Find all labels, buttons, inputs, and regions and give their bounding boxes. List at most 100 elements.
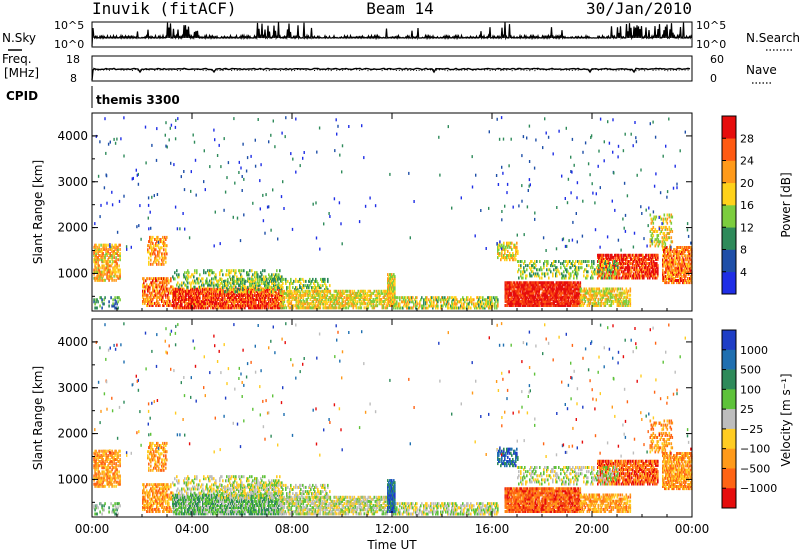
power-cell bbox=[161, 258, 163, 262]
power-cell bbox=[547, 285, 550, 289]
power-cell bbox=[188, 298, 190, 301]
power-cell bbox=[532, 285, 535, 289]
power-cell bbox=[149, 283, 151, 287]
power-cell bbox=[352, 300, 355, 304]
power-cell bbox=[232, 296, 234, 299]
power-cell bbox=[518, 293, 521, 297]
power-cell bbox=[263, 287, 265, 291]
power-cell bbox=[320, 296, 323, 299]
power-cell bbox=[242, 300, 244, 304]
power-cell bbox=[308, 289, 311, 293]
power-cell bbox=[251, 293, 253, 297]
power-cell bbox=[145, 299, 147, 303]
power-cell bbox=[224, 306, 226, 310]
power-cell bbox=[257, 291, 259, 295]
power-cell bbox=[94, 243, 96, 247]
power-cell bbox=[513, 291, 516, 295]
power-cell bbox=[108, 260, 110, 264]
power-cell bbox=[433, 296, 435, 300]
power-cell bbox=[629, 297, 632, 301]
power-cell bbox=[509, 299, 512, 303]
power-cell bbox=[388, 275, 390, 279]
power-cell bbox=[175, 287, 177, 291]
power-cell bbox=[305, 284, 307, 288]
power-cell bbox=[278, 298, 280, 301]
power-cell bbox=[203, 300, 205, 304]
power-cell bbox=[507, 297, 510, 301]
power-cell bbox=[278, 291, 280, 295]
power-cell bbox=[342, 300, 345, 304]
power-cell bbox=[519, 301, 522, 305]
power-cell bbox=[517, 293, 520, 297]
power-cell bbox=[495, 300, 497, 304]
power-cell bbox=[239, 304, 241, 308]
power-cell bbox=[387, 291, 389, 295]
power-cell bbox=[255, 302, 257, 306]
power-cell bbox=[308, 306, 311, 310]
power-cell bbox=[323, 291, 326, 295]
power-cell bbox=[548, 291, 551, 295]
power-cell bbox=[106, 270, 108, 274]
power-cell bbox=[512, 293, 515, 297]
station-title: Inuvik (fitACF) bbox=[92, 0, 237, 18]
power-cell bbox=[157, 291, 159, 295]
power-cell bbox=[556, 287, 559, 291]
power-cell bbox=[206, 279, 208, 283]
power-cell bbox=[229, 298, 231, 301]
power-cell bbox=[549, 301, 552, 305]
power-cell bbox=[228, 291, 230, 295]
power-cell bbox=[281, 304, 284, 308]
power-cell bbox=[250, 304, 252, 308]
power-cell bbox=[212, 306, 214, 310]
power-cell bbox=[393, 287, 395, 291]
power-cell bbox=[303, 302, 306, 306]
power-cell bbox=[325, 289, 328, 293]
power-cell bbox=[236, 306, 238, 310]
power-cell bbox=[487, 296, 489, 300]
power-cell bbox=[254, 273, 256, 277]
power-cell bbox=[114, 302, 116, 306]
power-cell bbox=[554, 299, 557, 303]
power-cell bbox=[319, 304, 322, 308]
power-cell bbox=[524, 287, 527, 291]
power-cell bbox=[278, 282, 280, 285]
power-cell bbox=[106, 272, 108, 276]
power-cell bbox=[237, 281, 239, 285]
power-cell bbox=[215, 273, 217, 277]
power-cell bbox=[546, 287, 549, 291]
power-cell bbox=[444, 302, 446, 306]
power-cell bbox=[559, 285, 562, 289]
power-cell bbox=[371, 306, 374, 310]
power-cell bbox=[299, 286, 301, 290]
power-cell bbox=[196, 287, 198, 291]
power-cell bbox=[308, 286, 310, 290]
power-cell bbox=[206, 293, 208, 297]
power-cell bbox=[261, 293, 263, 297]
power-cell bbox=[217, 291, 219, 295]
power-cell bbox=[228, 300, 230, 304]
power-cell bbox=[378, 296, 381, 299]
power-cell bbox=[240, 285, 242, 289]
power-cell bbox=[163, 289, 165, 293]
power-cell bbox=[563, 297, 566, 301]
power-cell bbox=[440, 304, 442, 308]
power-cell bbox=[527, 289, 530, 293]
power-cell bbox=[393, 275, 395, 279]
power-cell bbox=[156, 299, 158, 303]
power-cell bbox=[299, 293, 302, 297]
power-cell bbox=[181, 289, 183, 293]
power-cell bbox=[531, 287, 534, 291]
power-cell bbox=[281, 289, 284, 293]
power-cell bbox=[96, 245, 98, 249]
power-cell bbox=[256, 304, 258, 308]
power-cell bbox=[300, 302, 303, 306]
power-cell bbox=[163, 293, 165, 297]
power-cell bbox=[264, 277, 266, 281]
power-cell bbox=[276, 273, 278, 277]
power-cell bbox=[211, 277, 213, 281]
power-cell bbox=[151, 297, 153, 301]
power-cell bbox=[342, 306, 345, 310]
power-cell bbox=[335, 302, 338, 306]
power-cell bbox=[398, 302, 400, 306]
power-cell bbox=[548, 283, 551, 287]
